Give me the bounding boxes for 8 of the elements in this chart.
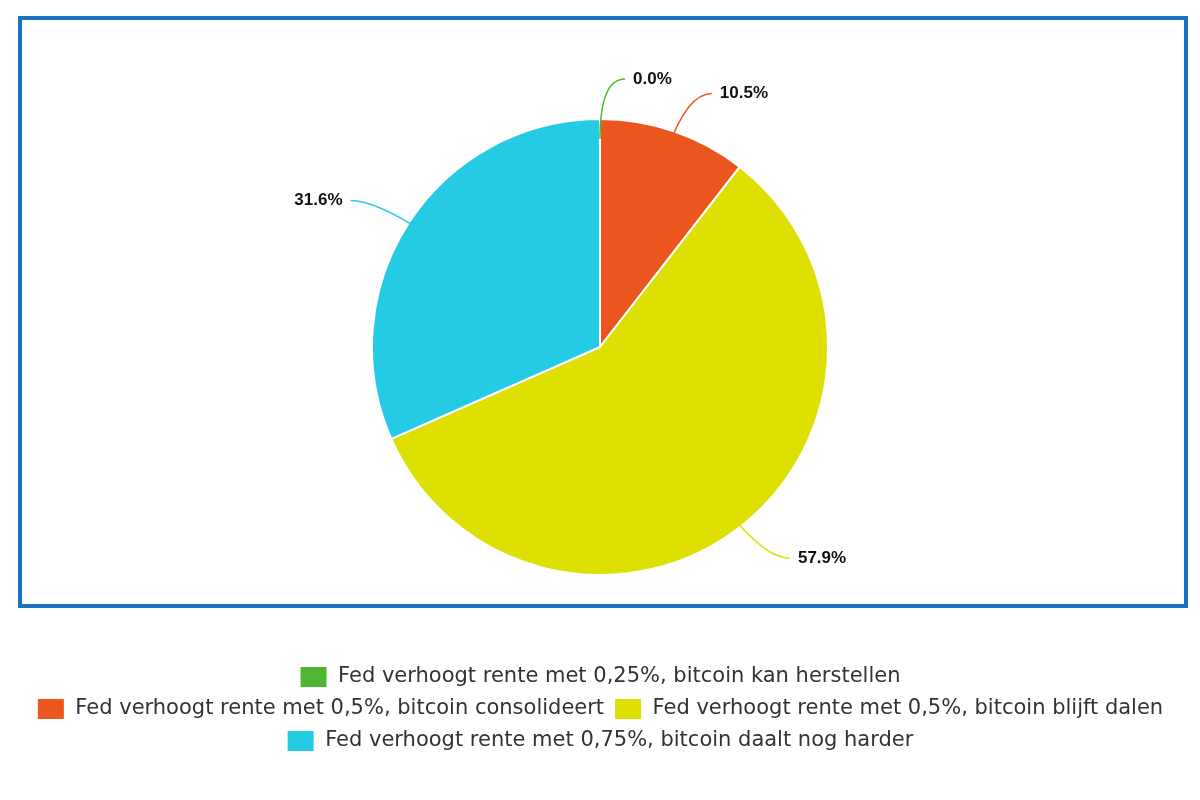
legend-label: Fed verhoogt rente met 0,25%, bitcoin kan herstellen	[338, 663, 901, 688]
text: 0.0%	[633, 68, 672, 88]
legend-label: Fed verhoogt rente met 0,75%, bitcoin daalt nog harder	[325, 727, 914, 752]
data-label: 57.9%	[797, 547, 847, 567]
legend-label: Fed verhoogt rente met 0,5%, bitcoin consolideert	[75, 695, 605, 720]
data-label: 10.5%	[719, 83, 769, 103]
legend-label: Fed verhoogt rente met 0,5%, bitcoin blijft dalen	[652, 695, 1164, 720]
data-label: 31.6%	[294, 190, 343, 210]
